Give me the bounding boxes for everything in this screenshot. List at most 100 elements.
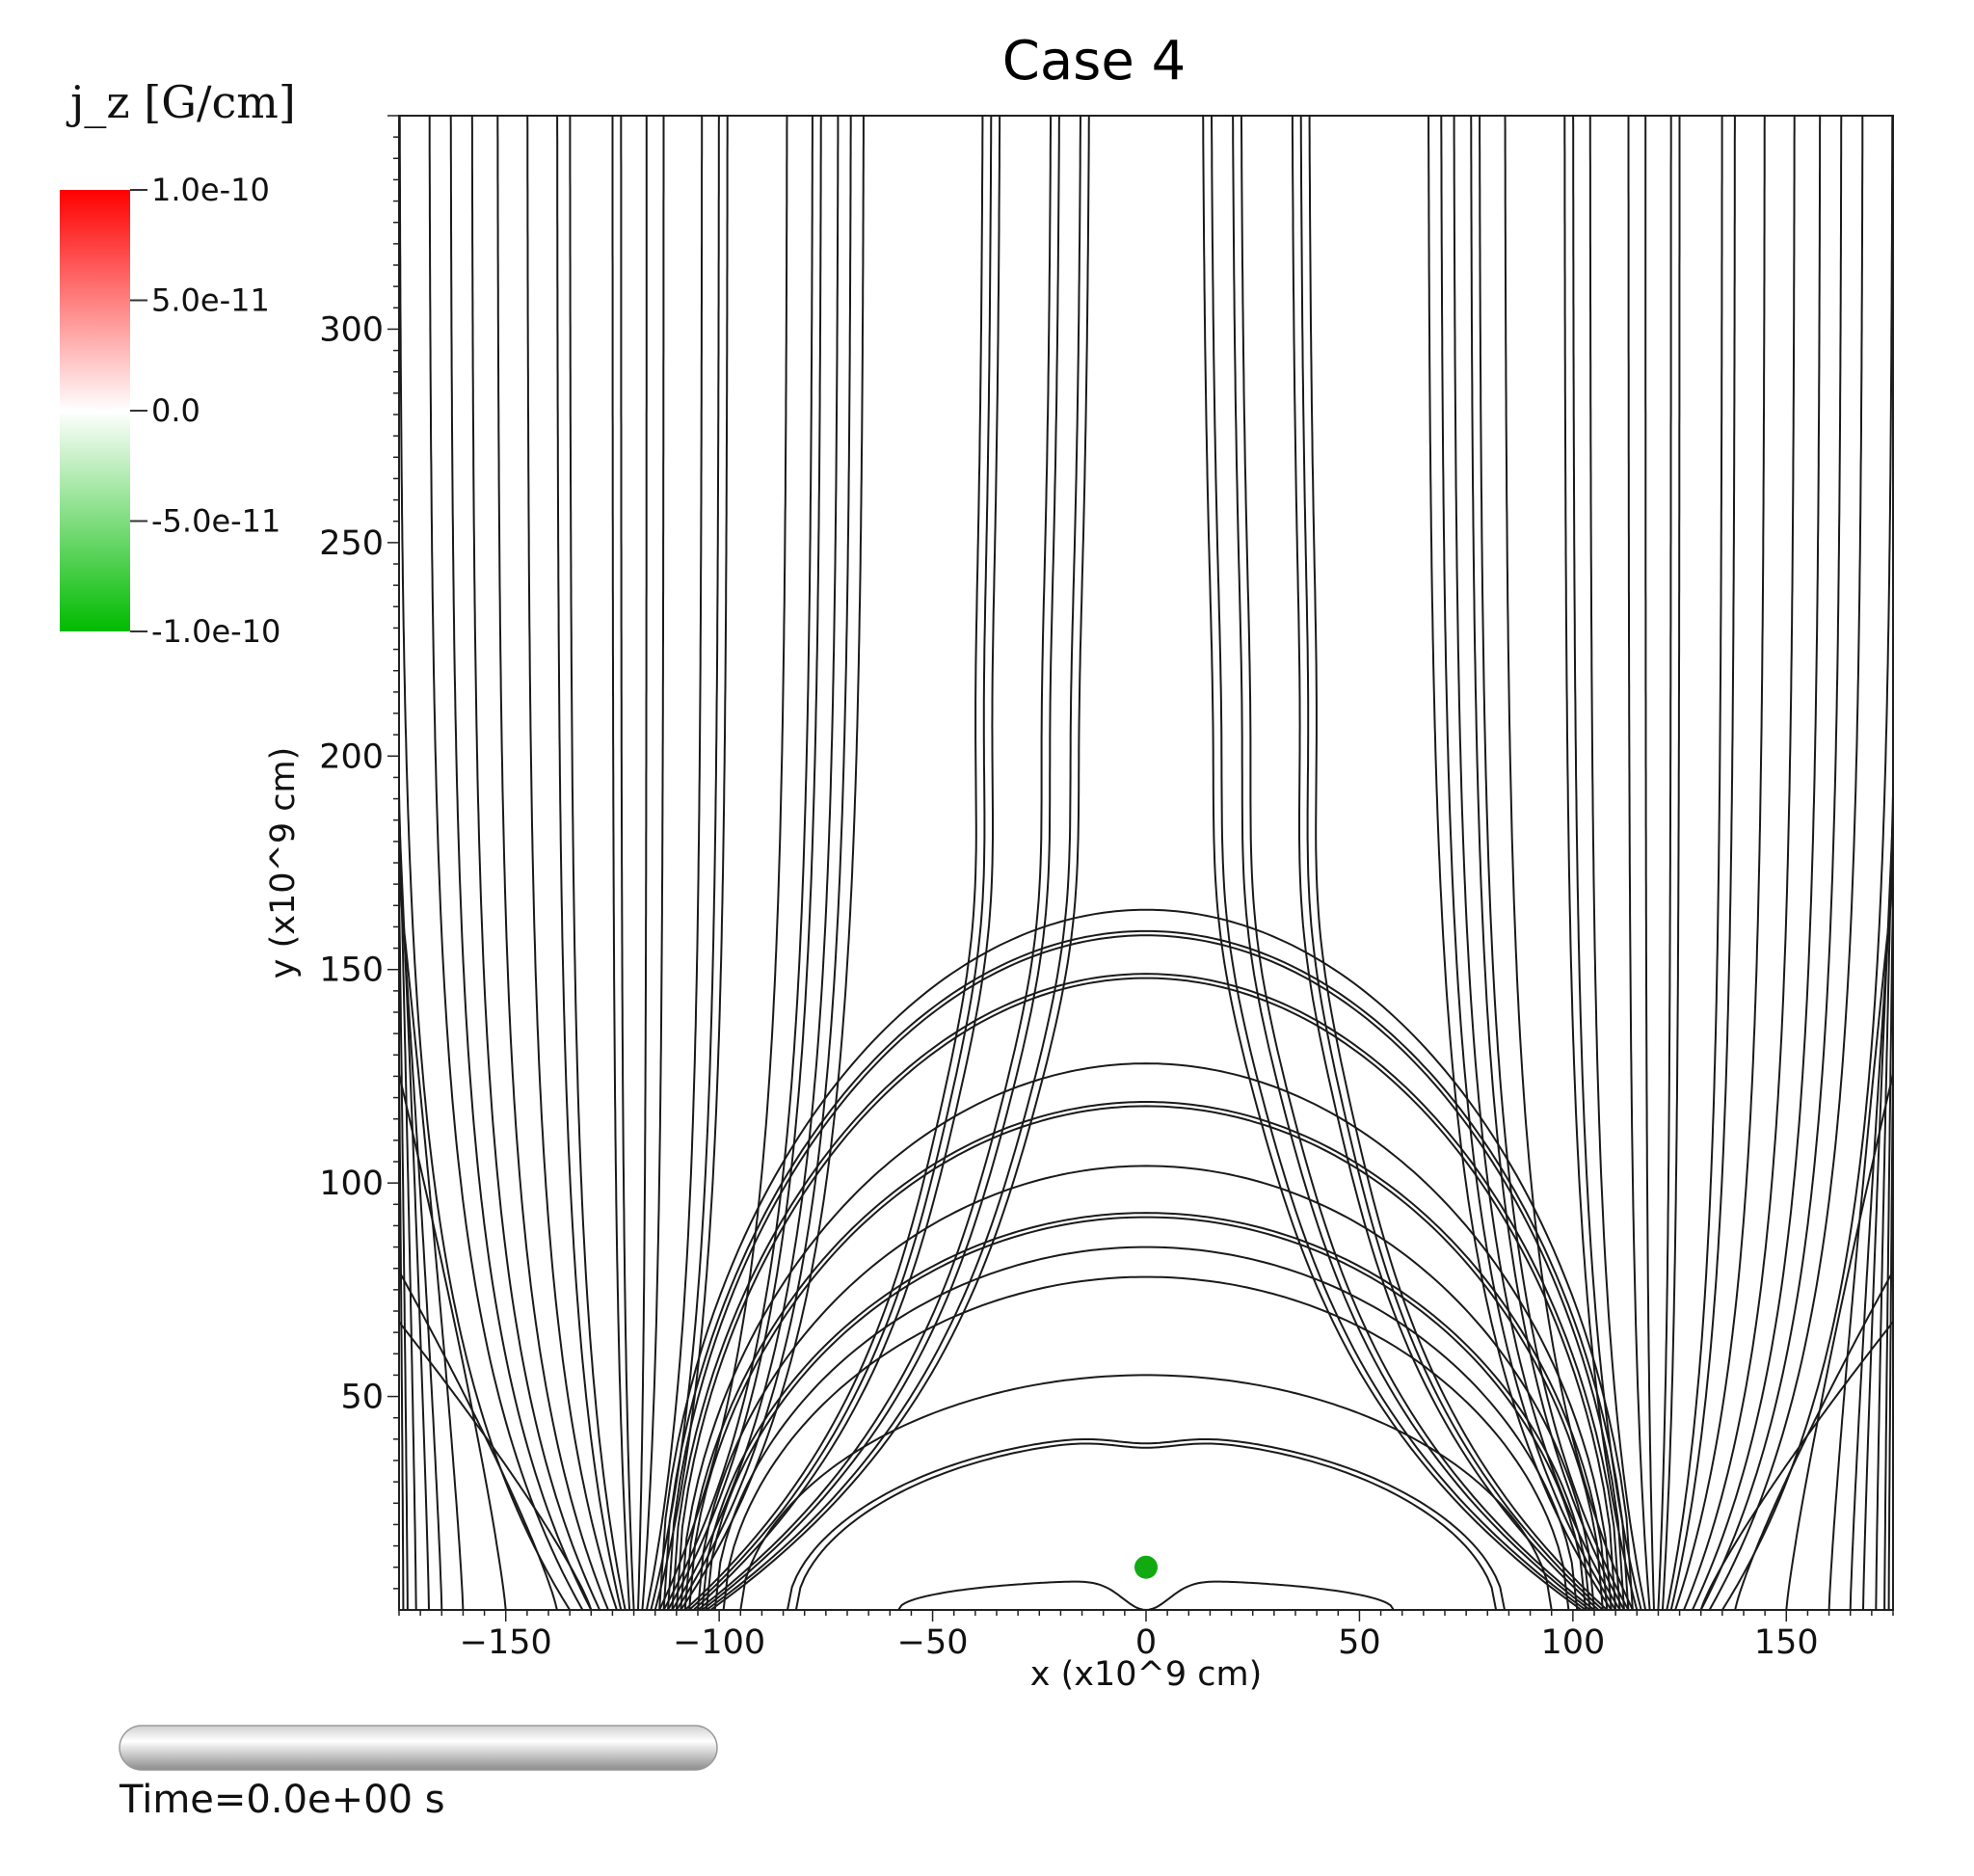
open-field-line: [1699, 116, 1843, 1610]
open-field-line: [676, 116, 852, 1610]
open-field-line: [1291, 116, 1600, 1610]
closed-field-line: [713, 1246, 1579, 1610]
closed-field-line: [671, 973, 1621, 1610]
edge-field-line: [1849, 845, 1893, 1610]
colorbar-tick-label: 5.0e-11: [151, 282, 270, 319]
open-field-line: [654, 116, 729, 1610]
x-tick-label: −50: [897, 1623, 969, 1662]
open-field-line: [449, 116, 593, 1610]
x-tick-label: −100: [673, 1623, 765, 1662]
y-tick-label: 300: [319, 310, 384, 349]
open-field-line: [1669, 116, 1736, 1610]
open-field-line: [611, 116, 631, 1610]
x-tick-label: 0: [1135, 1623, 1157, 1662]
open-field-line: [1232, 116, 1591, 1610]
open-field-line: [1657, 116, 1672, 1610]
colorbar-title: j_z [G/cm]: [66, 76, 296, 128]
open-field-line: [645, 116, 704, 1610]
open-field-line: [1588, 116, 1647, 1610]
closed-field-line: [675, 977, 1617, 1610]
closed-field-line: [705, 1216, 1587, 1610]
open-field-line: [1674, 116, 1766, 1610]
open-field-line: [1666, 116, 1723, 1610]
open-field-line: [684, 116, 984, 1610]
open-field-line: [1470, 116, 1625, 1610]
open-field-line: [680, 116, 865, 1610]
x-axis-label: x (x10^9 cm): [1030, 1655, 1262, 1694]
edge-field-line: [399, 1069, 507, 1610]
closed-field-line: [722, 1275, 1570, 1610]
open-field-line: [1563, 116, 1639, 1610]
open-field-line: [667, 116, 822, 1610]
colorbar-tick-label: 0.0: [151, 392, 200, 429]
open-field-line: [1479, 116, 1630, 1610]
time-label: Time=0.0e+00 s: [119, 1778, 445, 1822]
open-field-line: [671, 116, 840, 1610]
open-field-line: [1661, 116, 1681, 1610]
source-marker: [1134, 1555, 1158, 1579]
open-field-line: [1721, 116, 1893, 1610]
open-field-line: [692, 116, 1001, 1610]
colorbar-tick-label: -1.0e-10: [151, 613, 280, 650]
time-progress-bar: [119, 1725, 718, 1771]
open-field-line: [1683, 116, 1796, 1610]
edge-field-line: [399, 845, 443, 1610]
open-field-line: [1308, 116, 1608, 1610]
chart-title: Case 4: [1002, 30, 1186, 93]
edge-field-line: [399, 817, 409, 1610]
edge-field-line: [399, 755, 417, 1610]
closed-field-line: [688, 1105, 1604, 1610]
open-field-line: [470, 116, 601, 1610]
open-field-line: [496, 116, 609, 1610]
y-tick-label: 100: [319, 1165, 384, 1203]
y-tick-label: 200: [319, 737, 384, 776]
colorbar-tick-label: 1.0e-10: [151, 172, 270, 208]
field-lines: [399, 116, 1893, 1610]
open-field-line: [1202, 116, 1583, 1610]
open-field-line: [658, 116, 788, 1610]
colorbar-ticks: 1.0e-10 5.0e-11 0.0 -5.0e-11 -1.0e-10: [130, 172, 280, 650]
open-field-line: [1644, 116, 1655, 1610]
closed-field-line: [680, 1062, 1613, 1610]
open-field-line: [556, 116, 623, 1610]
closed-field-line: [739, 1374, 1553, 1610]
closed-field-line: [697, 1165, 1595, 1610]
closed-field-line: [658, 908, 1634, 1610]
edge-field-line: [1887, 950, 1893, 1610]
edge-field-line: [399, 791, 430, 1610]
open-field-line: [1691, 116, 1822, 1610]
open-field-line: [1427, 116, 1613, 1610]
edge-field-line: [1883, 817, 1893, 1610]
x-tick-label: 150: [1754, 1623, 1819, 1662]
open-field-line: [428, 116, 584, 1610]
colorbar-tick-label: -5.0e-11: [151, 503, 280, 540]
low-field-line: [897, 1580, 1395, 1610]
x-tick-label: 50: [1338, 1623, 1381, 1662]
open-field-line: [526, 116, 618, 1610]
open-field-line: [1627, 116, 1651, 1610]
edge-field-line: [1862, 791, 1893, 1610]
open-field-line: [1211, 116, 1587, 1610]
edge-field-line: [1875, 755, 1893, 1610]
open-field-line: [399, 116, 571, 1610]
open-field-line: [1299, 116, 1604, 1610]
plot-frame: [398, 115, 1894, 1611]
edge-field-line: [1699, 1320, 1893, 1610]
open-field-line: [1453, 116, 1621, 1610]
open-field-line: [569, 116, 627, 1610]
edge-field-line: [399, 950, 405, 1610]
closed-field-line: [662, 929, 1630, 1610]
open-field-line: [637, 116, 648, 1610]
open-field-line: [1504, 116, 1634, 1610]
x-tick-label: −150: [460, 1623, 552, 1662]
y-tick-label: 250: [319, 524, 384, 563]
closed-field-line: [787, 1438, 1506, 1610]
open-field-line: [1708, 116, 1864, 1610]
x-tick-label: 100: [1540, 1623, 1605, 1662]
open-field-line: [620, 116, 635, 1610]
open-field-line: [1240, 116, 1595, 1610]
edge-field-line: [399, 1320, 593, 1610]
y-tick-label: 150: [319, 951, 384, 990]
open-field-line: [706, 116, 1081, 1610]
y-tick-label: 50: [340, 1379, 384, 1417]
